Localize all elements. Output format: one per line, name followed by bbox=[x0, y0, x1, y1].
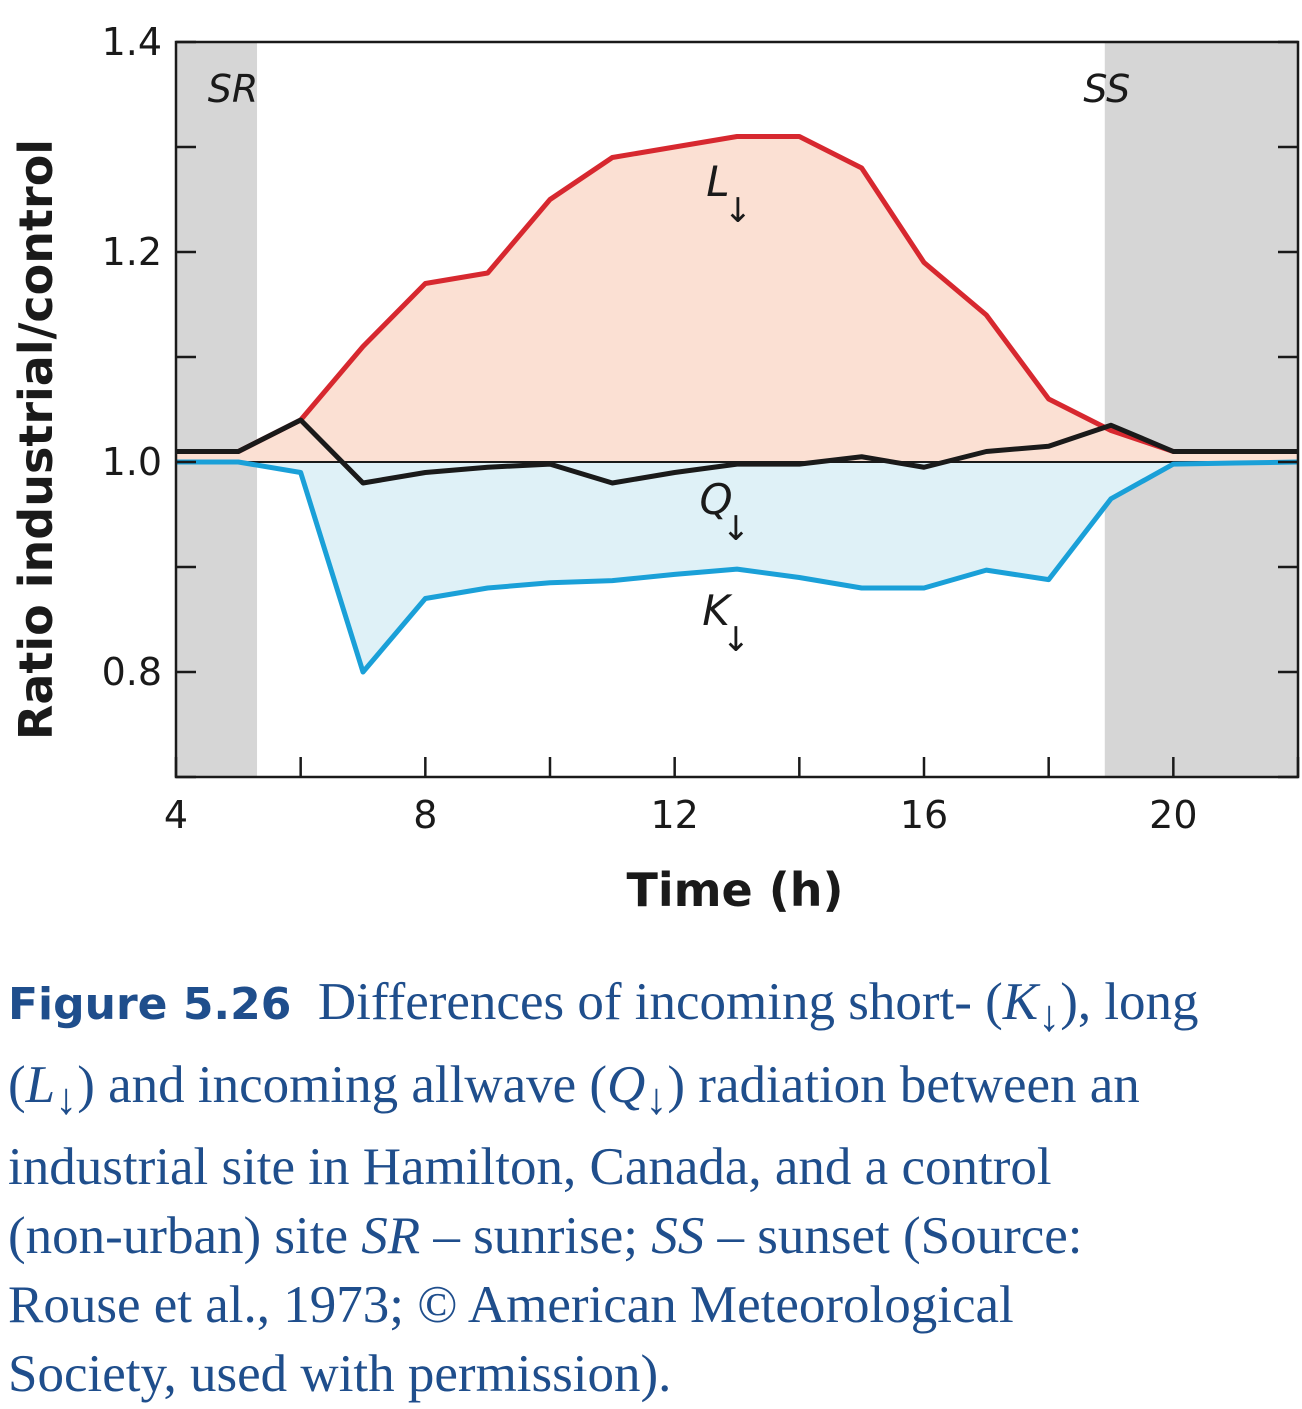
annotation-k-down: K bbox=[702, 586, 733, 635]
annotation-l-down-arrow: ↓ bbox=[724, 191, 753, 231]
caption-arrow: ↓ bbox=[645, 1074, 668, 1124]
axes bbox=[174, 40, 1300, 779]
series-line-0 bbox=[176, 134, 1298, 454]
caption-text: ( bbox=[8, 1055, 26, 1114]
chart-labels: 4 8 12 16 20 0.8 1.0 1.2 1.4 Time (h) Ratio indust… bbox=[9, 20, 1198, 917]
y-axis-label: Ratio industrial/control bbox=[9, 139, 63, 740]
x-tick-label: 20 bbox=[1149, 793, 1197, 837]
y-tick-label: 1.2 bbox=[102, 230, 162, 274]
x-tick-label: 12 bbox=[650, 793, 698, 837]
y-tick-label: 1.4 bbox=[102, 20, 162, 64]
caption-text: Society, used with permission). bbox=[8, 1345, 672, 1404]
caption-text: Differences of incoming short- ( bbox=[317, 973, 1003, 1031]
caption-symbol-ss: SS bbox=[651, 1207, 705, 1266]
x-tick-label: 4 bbox=[164, 793, 188, 837]
plot-frame bbox=[174, 40, 1300, 779]
series-line-2 bbox=[176, 459, 1299, 675]
caption-text: (non-urban) site bbox=[8, 1207, 362, 1266]
x-tick-label: 16 bbox=[900, 793, 948, 837]
caption-text: ) and incoming allwave ( bbox=[77, 1055, 608, 1114]
caption-arrow: ↓ bbox=[55, 1074, 78, 1124]
shaded-period-ss bbox=[1104, 42, 1298, 777]
caption-symbol-l: L bbox=[25, 1055, 56, 1114]
caption-symbol-k: K bbox=[1002, 973, 1039, 1031]
series-fill-0 bbox=[176, 136, 1298, 462]
caption-figure-label: Figure 5.26 bbox=[8, 979, 292, 1030]
caption-text: – sunset (Source: bbox=[704, 1207, 1083, 1266]
series-line-1 bbox=[176, 417, 1298, 486]
series-lines bbox=[176, 134, 1299, 675]
caption-symbol-sr: SR bbox=[361, 1207, 421, 1266]
y-tick-label: 0.8 bbox=[102, 650, 162, 694]
caption-symbol-q: Q bbox=[607, 1055, 646, 1114]
annotation-sr: SR bbox=[208, 67, 259, 111]
caption-text: ) radiation between an bbox=[667, 1055, 1140, 1114]
shaded-periods bbox=[176, 42, 1298, 777]
annotation-k-down-arrow: ↓ bbox=[722, 620, 751, 660]
shaded-period-sr bbox=[176, 42, 258, 777]
annotation-l-down: L bbox=[706, 157, 729, 206]
chart: 4 8 12 16 20 0.8 1.0 1.2 1.4 Time (h) Ratio indust… bbox=[9, 20, 1300, 917]
x-axis-label: Time (h) bbox=[626, 863, 843, 917]
caption-text: industrial site in Hamilton, Canada, and… bbox=[8, 1138, 1052, 1197]
figure-caption: Figure 5.26 Differences of incoming shor… bbox=[8, 968, 1298, 1409]
annotation-q-down-arrow: ↓ bbox=[722, 509, 751, 549]
annotation-q-down: Q bbox=[699, 475, 732, 524]
x-tick-label: 8 bbox=[413, 793, 437, 837]
caption-text: ), long bbox=[1060, 973, 1199, 1031]
annotation-ss: SS bbox=[1083, 67, 1130, 111]
caption-text: – sunrise; bbox=[420, 1207, 652, 1266]
caption-arrow: ↓ bbox=[1038, 991, 1061, 1041]
y-tick-label: 1.0 bbox=[102, 440, 162, 484]
caption-text: Rouse et al., 1973; © American Meteorolo… bbox=[8, 1276, 1014, 1335]
